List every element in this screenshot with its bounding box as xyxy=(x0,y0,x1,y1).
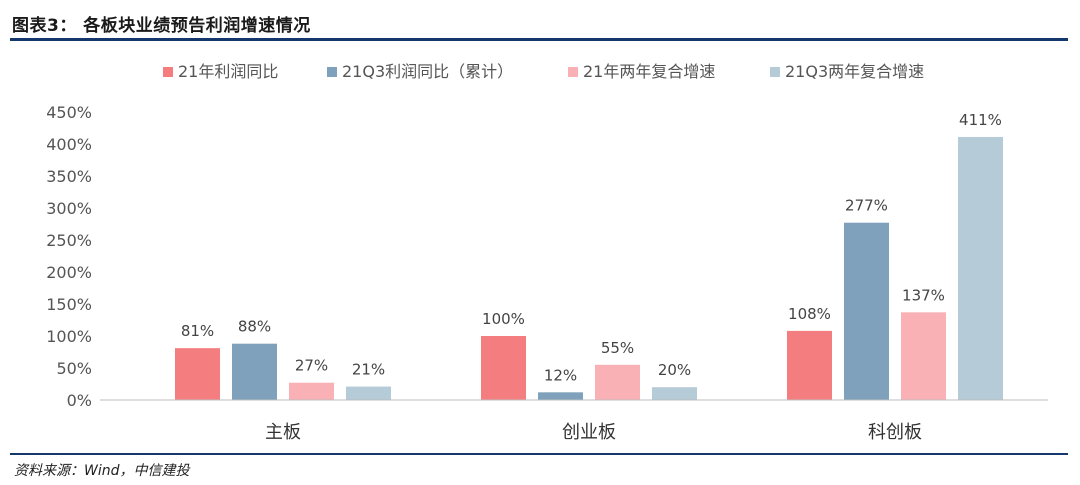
data-label-3-3: 137% xyxy=(902,286,945,304)
data-label-2-2: 12% xyxy=(544,366,577,384)
data-label-1-2: 88% xyxy=(238,318,271,336)
data-label-3-1: 108% xyxy=(788,305,831,323)
y-tick-label: 250% xyxy=(46,231,92,250)
bar-3-3 xyxy=(901,312,946,400)
data-label-2-4: 20% xyxy=(658,361,691,379)
bottom-rule xyxy=(10,453,1068,455)
bar-1-3 xyxy=(289,382,334,400)
bar-1-1 xyxy=(175,348,220,400)
top-rule xyxy=(10,38,1068,41)
y-tick-label: 450% xyxy=(46,103,92,122)
legend-label-4: 21Q3两年复合增速 xyxy=(785,62,924,81)
source-note: 资料来源：Wind，中信建投 xyxy=(14,463,190,479)
x-axis: 主板 创业板 科创板 xyxy=(100,399,1048,443)
legend-swatch-4 xyxy=(770,67,780,77)
plot-area: 81% 88% 27% 21% 100% 12% 55% 20% 108% 277% 137% 411… xyxy=(175,111,1003,400)
data-label-2-1: 100% xyxy=(482,310,525,328)
y-tick-label: 400% xyxy=(46,135,92,154)
bar-1-4 xyxy=(346,386,391,400)
data-label-2-3: 55% xyxy=(601,339,634,357)
legend-label-2: 21Q3利润同比（累计） xyxy=(342,62,513,81)
data-label-1-1: 81% xyxy=(181,322,214,340)
legend-swatch-2 xyxy=(327,67,337,77)
y-tick-label: 50% xyxy=(56,359,92,378)
bar-3-1 xyxy=(787,330,832,400)
data-label-1-4: 21% xyxy=(352,361,385,379)
x-category-label-1: 主板 xyxy=(265,422,301,443)
bar-2-2 xyxy=(538,392,583,400)
bar-1-2 xyxy=(232,343,277,400)
x-category-label-3: 科创板 xyxy=(868,422,922,443)
legend-swatch-3 xyxy=(568,67,578,77)
data-label-3-2: 277% xyxy=(845,197,888,215)
y-tick-label: 0% xyxy=(67,391,92,410)
bar-3-2 xyxy=(844,222,889,400)
data-label-3-4: 411% xyxy=(959,111,1002,129)
x-category-label-2: 创业板 xyxy=(562,422,616,443)
legend-swatch-1 xyxy=(163,67,173,77)
figure-title: 图表3： 各板块业绩预告利润增速情况 xyxy=(12,16,311,36)
bar-2-3 xyxy=(595,364,640,400)
legend-label-3: 21年两年复合增速 xyxy=(583,62,715,81)
y-tick-label: 300% xyxy=(46,199,92,218)
y-tick-label: 100% xyxy=(46,327,92,346)
y-axis: 0% 50% 100% 150% 200% 250% 300% 350% 400% 450% xyxy=(46,103,92,410)
data-label-1-3: 27% xyxy=(295,357,328,375)
bar-chart: 21年利润同比 21Q3利润同比（累计） 21年两年复合增速 21Q3两年复合增速 0… xyxy=(46,62,1048,443)
y-tick-label: 350% xyxy=(46,167,92,186)
legend: 21年利润同比 21Q3利润同比（累计） 21年两年复合增速 21Q3两年复合增速 xyxy=(163,62,924,81)
bar-2-1 xyxy=(481,336,526,400)
y-tick-label: 150% xyxy=(46,295,92,314)
bar-2-4 xyxy=(652,387,697,400)
bar-3-4 xyxy=(958,136,1003,400)
legend-label-1: 21年利润同比 xyxy=(178,62,278,81)
header: 图表3： 各板块业绩预告利润增速情况 xyxy=(10,8,1068,38)
y-tick-label: 200% xyxy=(46,263,92,282)
